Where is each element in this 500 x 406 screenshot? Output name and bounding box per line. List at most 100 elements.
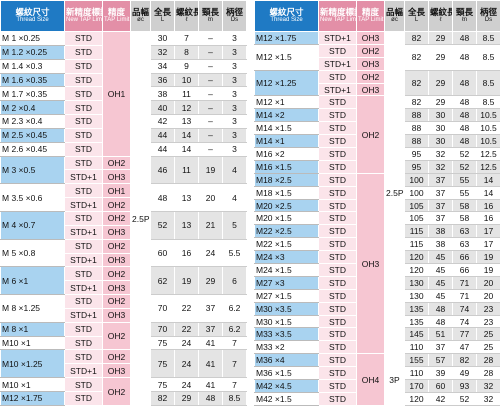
new-tap-limit: STD [64,390,103,406]
thread-length: 51 [428,327,453,342]
thread-size: M16 ×1.5 [254,159,319,174]
tap-limit: OH2 [102,377,131,406]
thread-size: M 2.3 ×0.4 [0,114,65,129]
table-row: M12 ×1.25 STD OH2 82 29 48 8.5 [254,69,500,97]
tap-limit: OH2 [102,266,131,282]
neck-length: 93 [452,379,477,393]
thread-length: 29 [174,390,199,406]
table-row: M 1 ×0.25 STD OH1 2.5P 30 7–3 [0,31,247,406]
thread-length: 16 [174,238,199,268]
header-en: L [414,17,419,24]
table-row: M33 ×3.5 STD 145 51 77 25 [254,327,500,342]
neck-length: 24 [198,238,223,268]
neck-length: 66 [452,263,477,277]
shank-dia: 19 [476,250,500,265]
overall-length: 100 [404,172,429,187]
new-tap-limit: STD [318,185,357,200]
tap-limit: OH3 [102,224,131,240]
neck-length: 41 [198,349,223,379]
table-row: M42 ×4.5 STD 170 60 93 32 [254,379,500,393]
overall-length: 70 [150,294,175,323]
overall-length: 75 [150,349,175,379]
header-jp: 螺紋尺寸 [269,6,304,17]
header-jp: 頸長 [201,6,219,17]
new-tap-limit: STD [318,353,357,368]
thread-length: 22 [174,321,199,337]
thread-length: 13 [174,114,199,129]
neck-length: – [198,100,223,116]
neck-length: 41 [198,377,223,392]
table-body: M 1 ×0.25 STD OH1 2.5P 30 7–3 M 1.2 ×0.25 STD 32… [0,31,247,406]
thread-size: M 2.6 ×0.45 [0,141,65,157]
width: 3P [384,353,405,406]
shank-dia: 3 [222,127,247,143]
shank-dia: 6.2 [222,294,247,323]
overall-length: 46 [150,155,175,185]
overall-length: 130 [404,275,429,290]
overall-length: 130 [404,288,429,303]
overall-length: 30 [150,31,175,46]
thread-size: M 4 ×0.7 [0,210,65,240]
shank-dia: 25 [476,340,500,355]
overall-length: 95 [404,147,429,161]
overall-length: 32 [150,44,175,60]
shank-dia: 8.5 [476,69,500,97]
new-tap-limit: STD [318,301,357,316]
thread-size: M12 ×1.75 [0,390,65,406]
header-en: Thread Size [16,17,49,24]
table-row: M14 ×2 STD 88 30 48 10.5 [254,108,500,123]
thread-length: 29 [428,43,453,71]
neck-length: 58 [452,198,477,213]
new-tap-limit: STD [64,31,103,46]
thread-length: 24 [174,335,199,351]
overall-length: 120 [404,391,429,406]
shank-dia: 28 [476,353,500,368]
shank-dia: 3 [222,44,247,60]
shank-dia: 14 [476,185,500,200]
neck-length: 52 [452,391,477,406]
thread-size: M 6 ×1 [0,266,65,296]
tap-limit: OH2 [102,238,131,254]
table-row: M 6 ×1 STD OH2 62 19 29 6 [0,266,247,296]
header-jp: 新精度標記 [320,6,356,17]
table-row: M42 ×1.5 STD 120 42 52 32 [254,391,500,406]
tap-limit: OH3 [102,280,131,296]
column-header: 全長 L [150,0,175,32]
new-tap-limit: STD [64,321,103,337]
new-tap-limit: STD+1 [64,363,103,379]
neck-length: 66 [452,250,477,265]
thread-size: M22 ×2.5 [254,224,319,239]
neck-length: 52 [452,159,477,174]
shank-dia: 10.5 [476,121,500,136]
neck-length: 74 [452,314,477,329]
table-row: STD+1 OH3 [1,307,247,323]
width: 2.5P [130,31,151,406]
new-tap-limit: STD [64,183,103,199]
shank-dia: 14 [476,172,500,187]
tap-limit: OH3 [102,252,131,268]
shank-dia: 8.5 [476,43,500,71]
new-tap-limit: STD [64,155,103,171]
neck-length: – [198,86,223,102]
column-header: 柄徑 Ds [476,0,500,32]
table-row: M 2.6 ×0.45 STD 44 14–3 [0,141,247,157]
header-jp: 柄徑 [225,6,243,17]
header-en: TAP Limit [104,17,130,24]
shank-dia: 6.2 [222,321,247,337]
new-tap-limit: STD [318,263,357,277]
new-tap-limit: STD [318,250,357,265]
new-tap-limit: STD [318,391,357,406]
thread-size: M10 ×1.25 [0,349,65,379]
neck-length: – [198,127,223,143]
thread-length: 29 [428,95,453,110]
neck-length: 74 [452,301,477,316]
neck-length: 20 [198,183,223,212]
tap-limit: OH2 [356,43,385,58]
thread-size: M12 ×1.25 [254,69,319,97]
new-tap-limit: STD [318,147,357,161]
thread-length: 30 [428,134,453,149]
thread-size: M33 ×3.5 [254,327,319,342]
thread-length: 45 [428,263,453,277]
